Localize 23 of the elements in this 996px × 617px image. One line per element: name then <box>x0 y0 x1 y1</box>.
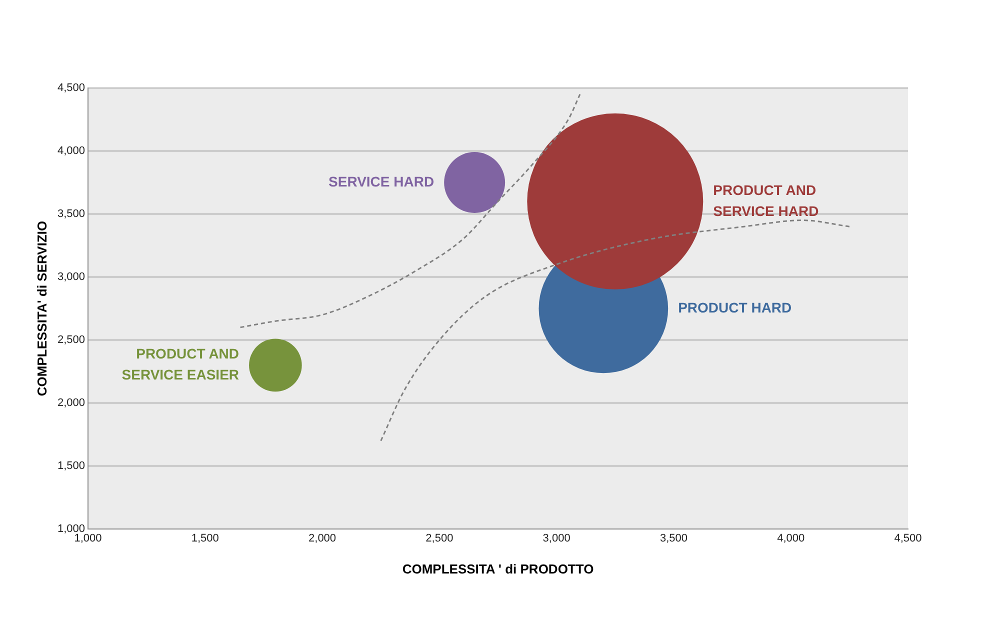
y-tick-label: 4,500 <box>57 82 85 94</box>
line-series <box>240 94 581 328</box>
x-tick-label: 1,500 <box>191 532 219 545</box>
y-tick-label: 4,000 <box>57 145 85 158</box>
series-label: PRODUCT HARD <box>678 299 792 316</box>
y-tick-label: 3,500 <box>57 208 85 220</box>
line-series <box>380 220 850 442</box>
x-tick-label: 2,500 <box>426 532 454 545</box>
x-axis-title: COMPLESSITA ' di PRODOTTO <box>402 562 594 577</box>
y-tick-label: 2,000 <box>57 397 85 410</box>
x-tick-label: 1,000 <box>74 532 102 545</box>
x-tick-label: 3,000 <box>542 532 570 545</box>
y-tick-label: 2,500 <box>57 334 85 346</box>
x-tick-label: 4,500 <box>894 532 922 545</box>
x-tick-label: 2,000 <box>308 532 336 545</box>
x-tick-label: 4,000 <box>777 532 805 545</box>
series-label: PRODUCT AND SERVICE EASIER <box>122 346 240 383</box>
y-axis-title: COMPLESSITA' di SERVIZIO <box>34 220 50 396</box>
series-label: SERVICE HARD <box>328 173 434 190</box>
series-label: PRODUCT AND SERVICE HARD <box>713 182 819 219</box>
y-tick-label: 1,500 <box>57 460 85 472</box>
x-tick-label: 3,500 <box>660 532 688 545</box>
y-tick-label: 3,000 <box>57 271 85 284</box>
